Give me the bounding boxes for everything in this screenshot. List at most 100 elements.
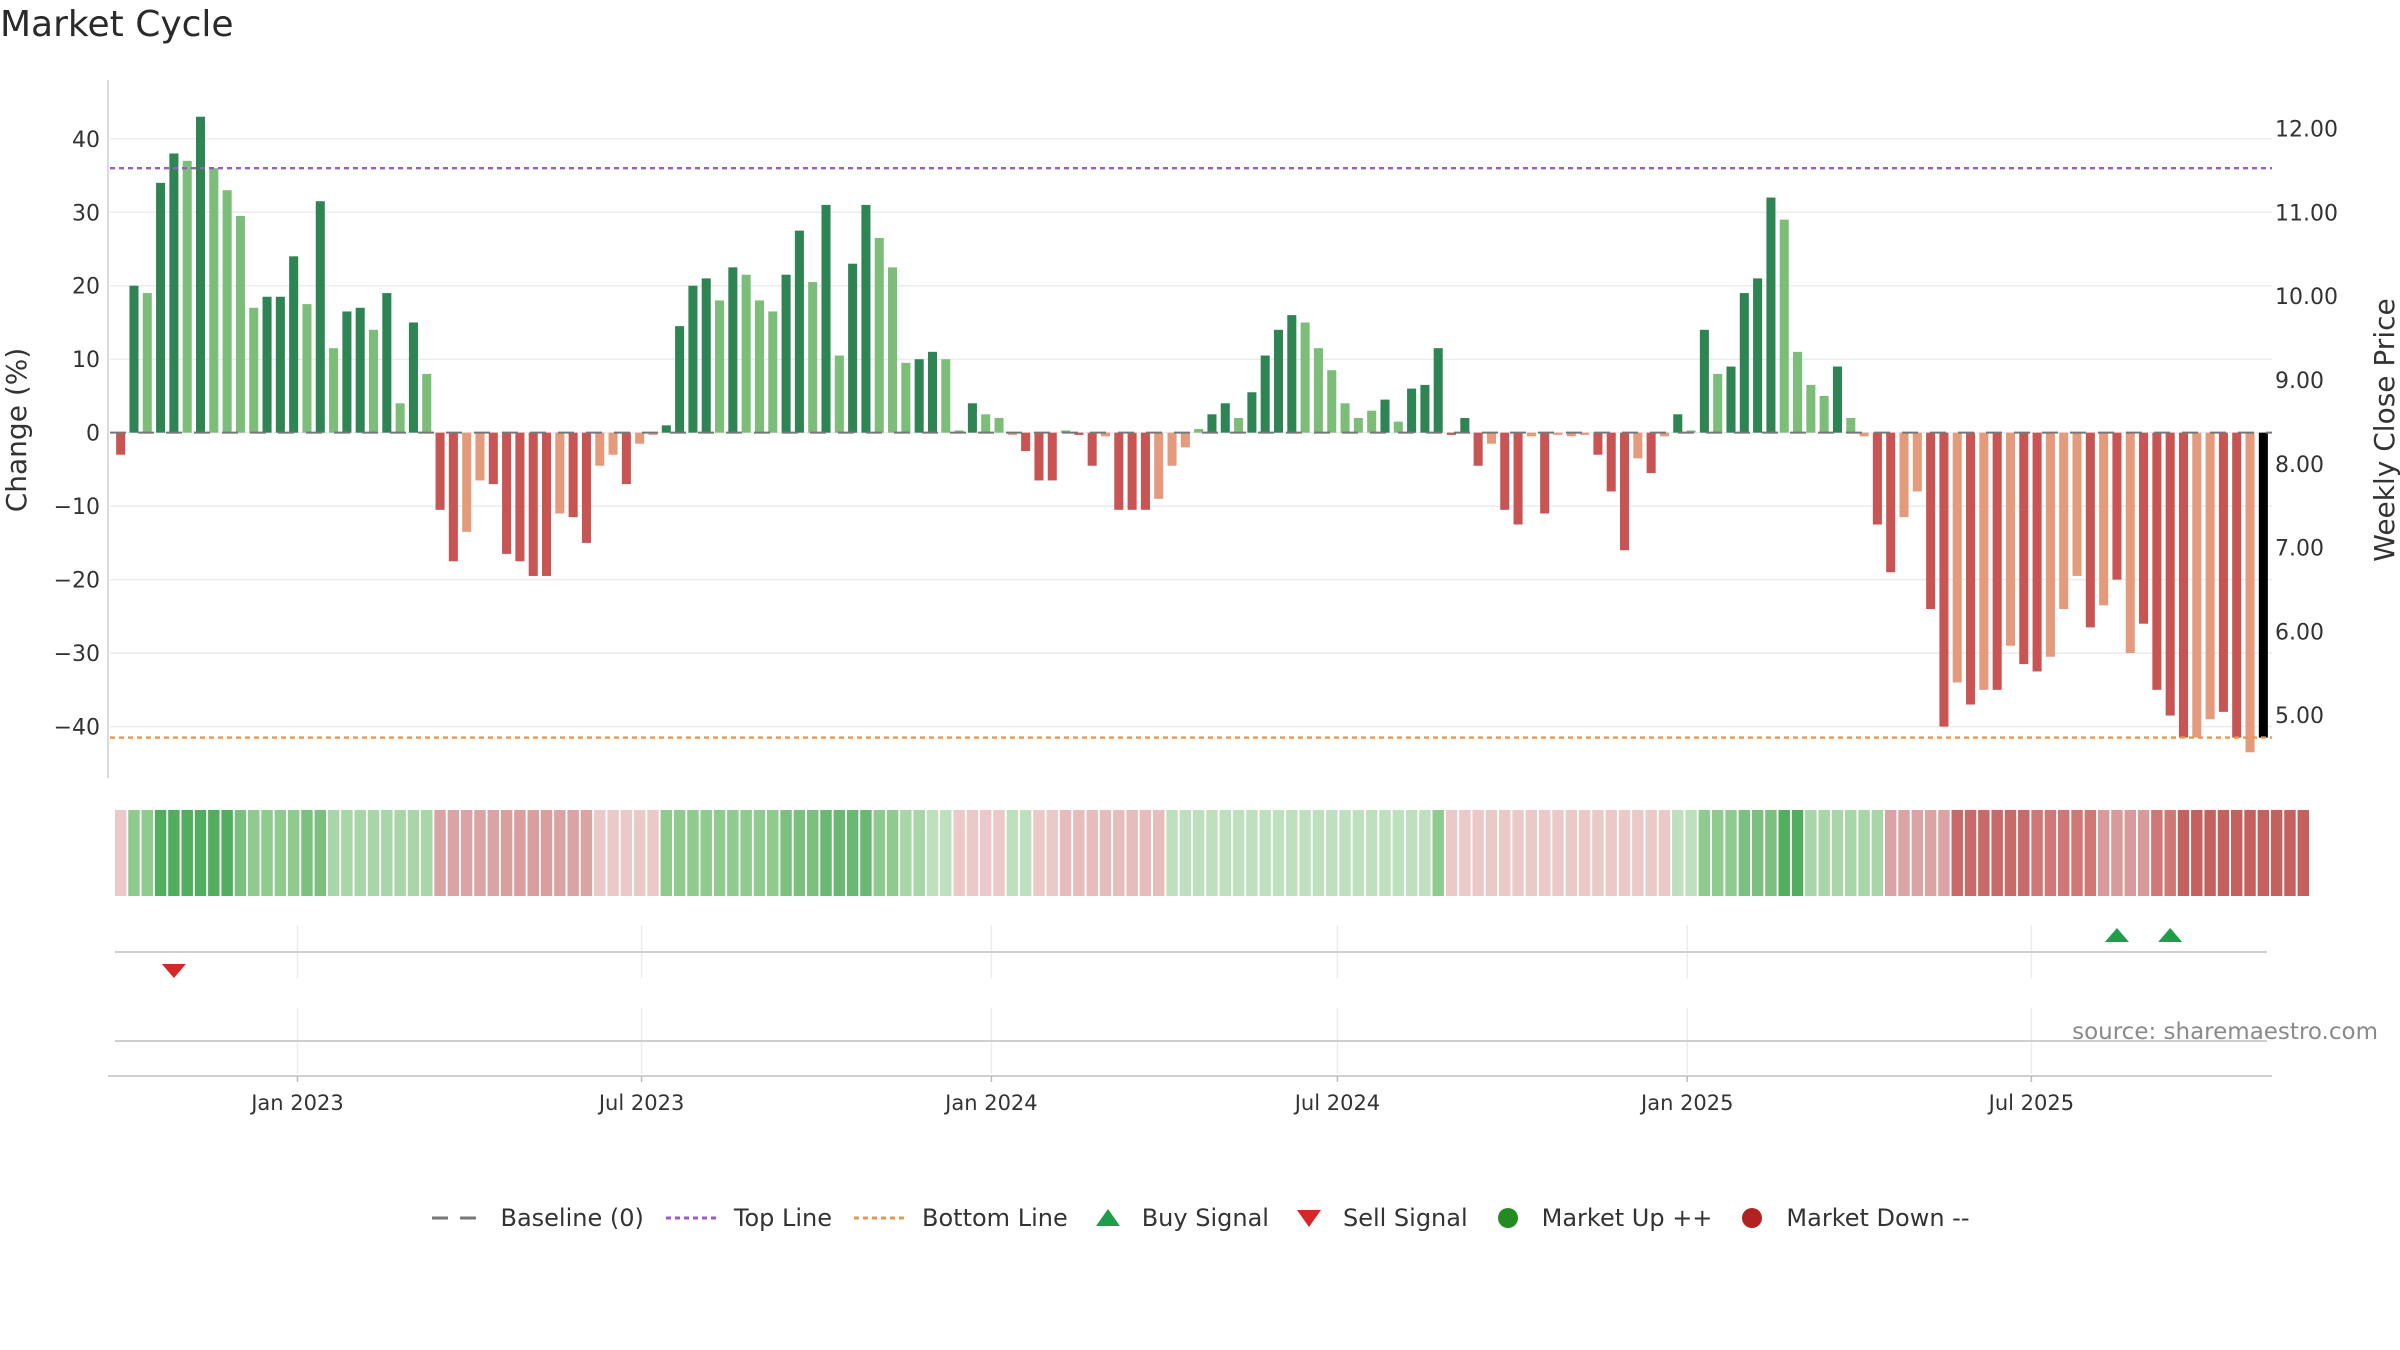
bar: [1074, 432, 1084, 435]
bar: [2139, 432, 2149, 624]
bar: [462, 432, 472, 532]
legend-item-bottom-line[interactable]: Bottom Line: [852, 1204, 1068, 1232]
bar: [1380, 399, 1390, 433]
bar: [528, 432, 538, 576]
bar: [2112, 432, 2122, 580]
bar: [1393, 421, 1403, 433]
bar: [289, 256, 299, 433]
bar: [249, 307, 259, 433]
bar: [568, 432, 578, 518]
heat-cell: [900, 810, 912, 896]
y2-tick-label: 8.00: [2275, 453, 2324, 478]
heat-cell: [208, 810, 220, 896]
bar: [1207, 414, 1217, 433]
bar: [1832, 366, 1842, 433]
bar: [661, 425, 671, 433]
heat-cell: [1711, 810, 1724, 896]
bar: [981, 414, 991, 433]
bar: [848, 263, 858, 433]
bar: [1407, 388, 1417, 433]
bar: [262, 296, 272, 433]
heat-cell: [2084, 810, 2097, 896]
bar: [941, 359, 951, 433]
heat-cell: [1645, 810, 1657, 896]
heat-cell: [1259, 810, 1271, 896]
heat-cell: [713, 810, 726, 896]
bar: [2205, 432, 2215, 720]
heat-cell: [1751, 810, 1764, 896]
heat-cell: [554, 810, 566, 896]
bar: [675, 326, 685, 433]
bar: [1100, 432, 1111, 437]
legend-item-buy-signal[interactable]: Buy Signal: [1088, 1204, 1269, 1232]
bar: [1034, 432, 1044, 481]
buy-signal-marker: [2158, 928, 2183, 942]
bar: [1553, 432, 1563, 435]
bar: [1194, 429, 1204, 433]
heat-cell: [926, 810, 939, 896]
legend-item-sell-signal[interactable]: Sell Signal: [1289, 1204, 1468, 1232]
y-tick-label: 10: [72, 348, 100, 373]
heat-cell: [1632, 810, 1644, 896]
y-tick-label: −20: [54, 569, 100, 594]
bar: [2005, 432, 2016, 646]
bar: [169, 153, 179, 433]
heat-cell: [1964, 810, 1977, 896]
bar: [2218, 432, 2228, 712]
triangle-up-icon: [1095, 1209, 1120, 1226]
bar: [2032, 432, 2042, 672]
bar: [1779, 219, 1789, 433]
heat-cell: [1392, 810, 1405, 896]
bar: [1606, 432, 1616, 492]
heat-cell: [1805, 810, 1817, 896]
heat-cell: [793, 810, 806, 896]
heat-cell: [2297, 810, 2309, 896]
y2-tick-label: 6.00: [2275, 620, 2324, 645]
legend-label: Bottom Line: [922, 1204, 1068, 1232]
bar: [2099, 432, 2109, 606]
heat-cell: [381, 810, 393, 896]
bar: [1021, 432, 1031, 452]
y-tick-label: 40: [72, 128, 100, 153]
heat-cell: [727, 810, 739, 896]
heat-cell: [274, 810, 287, 896]
bar: [1433, 348, 1443, 433]
bar: [502, 432, 512, 554]
heat-cell: [181, 810, 193, 896]
heat-cell: [1818, 810, 1830, 896]
y2-tick-label: 12.00: [2275, 118, 2338, 143]
bar: [1753, 278, 1763, 433]
bar: [1686, 430, 1696, 433]
legend-item-top-line[interactable]: Top Line: [664, 1204, 832, 1232]
heat-cell: [2004, 810, 2017, 896]
legend-label: Top Line: [733, 1204, 833, 1232]
heat-cell: [687, 810, 699, 896]
heat-cell: [1512, 810, 1524, 896]
grid-lines: [107, 80, 2272, 778]
heat-cell: [1445, 810, 1458, 896]
bar: [2232, 432, 2242, 738]
heat-cell: [1153, 810, 1165, 896]
bar: [1287, 315, 1297, 433]
heat-cell: [2097, 810, 2110, 896]
x-tick-label: Jul 2024: [1293, 1091, 1380, 1115]
heat-cell: [394, 810, 406, 896]
bar: [1952, 432, 1962, 683]
legend-item-market-up[interactable]: Market Up ++: [1488, 1204, 1712, 1232]
bar: [1726, 366, 1736, 433]
heat-cell: [1765, 810, 1777, 896]
bar: [635, 432, 645, 444]
legend-item-market-down[interactable]: Market Down --: [1732, 1204, 1970, 1232]
legend-item-baseline[interactable]: Baseline (0): [430, 1204, 644, 1232]
bar: [209, 168, 219, 433]
dotted-line-icon: [665, 1216, 718, 1220]
bar: [1926, 432, 1936, 610]
heat-cell: [1951, 810, 1963, 896]
bar: [342, 311, 352, 433]
bar: [754, 300, 764, 433]
y-tick-label: 0: [86, 422, 100, 447]
heat-cell: [1592, 810, 1604, 896]
bar: [1500, 432, 1510, 510]
bar: [368, 329, 379, 433]
heat-cell: [860, 810, 872, 896]
